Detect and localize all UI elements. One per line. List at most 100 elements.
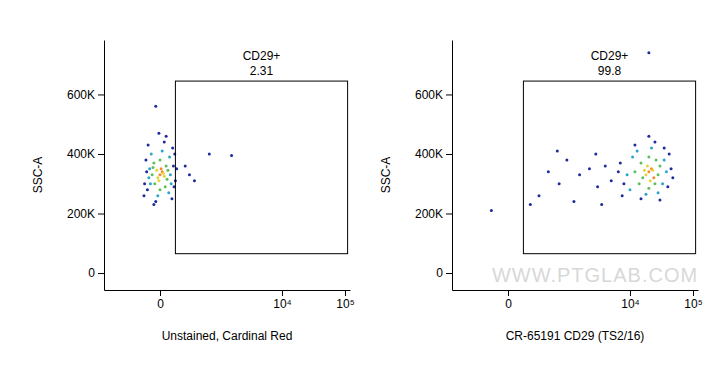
event-point [151,166,154,169]
gate-group [175,81,347,254]
x-tick-mark [345,290,346,296]
event-point [152,203,155,206]
event-point [144,158,147,161]
event-point [159,173,162,176]
event-point [565,158,568,161]
y-tick-label: 0 [88,266,95,280]
y-axis-line [104,41,105,291]
event-point [600,203,603,206]
event-point [628,188,631,191]
y-tick: 0 [436,266,452,280]
x-tick-mark [160,290,161,296]
event-point [547,170,550,173]
gate-name: CD29+ [243,49,281,63]
x-axis-title: CR-65191 CD29 (TS2/16) [506,329,645,343]
event-point [638,182,641,185]
event-point [658,164,661,167]
x-tick-label: 10⁵ [684,297,702,311]
panel: CD29+99.8WWW.PTGLAB.COM010⁴10⁵0200K400K6… [379,41,703,344]
y-tick-mark [446,273,452,274]
event-point [170,182,173,185]
panel: CD29+2.31010⁴10⁵0200K400K600KUnstained, … [31,41,355,344]
x-tick-label: 10⁵ [336,297,354,311]
event-point [164,185,167,188]
event-point [151,173,154,176]
event-point [665,170,668,173]
event-point [572,200,575,203]
event-point [166,169,169,172]
event-point [147,176,150,179]
x-tick-label: 10⁴ [621,297,640,311]
gate-percent: 99.8 [598,64,622,78]
event-point [143,182,146,185]
event-point [641,176,644,179]
event-point [193,179,196,182]
event-point [149,182,152,185]
x-tick: 10⁴ [273,290,292,311]
event-point [617,170,620,173]
event-point [167,191,170,194]
gate-name: CD29+ [591,49,629,63]
x-tick-mark [630,290,631,296]
gate-group [523,81,695,254]
event-point [169,173,172,176]
event-point [650,147,653,150]
event-point [145,170,148,173]
event-point [172,164,175,167]
event-point [663,147,666,150]
event-point [653,182,656,185]
event-point [159,188,162,191]
event-point [157,132,160,135]
y-tick-label: 600K [67,88,95,102]
event-point [160,167,163,170]
event-point [640,161,643,164]
y-tick-mark [446,94,452,95]
event-point [653,141,656,144]
event-point [661,182,664,185]
y-tick-mark [98,214,104,215]
x-tick: 0 [505,290,512,311]
points [142,105,233,206]
event-point [230,154,233,157]
event-point [658,199,661,202]
x-tick: 10⁵ [684,290,702,311]
event-point [644,173,647,176]
event-point [647,170,650,173]
x-axis: 0 10⁴ 10⁵ [105,290,355,311]
x-axis: 0 10⁴ 10⁵ [453,290,703,311]
event-point [537,194,540,197]
event-point [163,175,166,178]
y-axis-title: SSC-A [379,157,393,194]
event-point [671,176,674,179]
event-point [649,179,652,182]
event-point [588,167,591,170]
event-point [604,164,607,167]
y-tick-label: 400K [415,147,443,161]
y-tick-label: 400K [67,147,95,161]
y-tick-label: 200K [67,207,95,221]
event-point [670,167,673,170]
event-point [647,155,650,158]
event-point [148,167,151,170]
event-point [147,144,150,147]
y-tick: 400K [415,147,452,161]
event-point [556,150,559,153]
y-tick-mark [98,94,104,95]
event-point [155,169,158,172]
event-point [165,135,168,138]
event-point [150,152,153,155]
event-point [142,194,145,197]
event-point [619,161,622,164]
event-point [153,182,156,185]
y-tick: 600K [67,88,104,102]
event-point [161,150,164,153]
x-tick-label: 0 [157,297,164,311]
y-tick-mark [446,214,452,215]
y-tick: 200K [67,207,104,221]
event-point [643,169,646,172]
y-axis: 0 200K 400K 600K [67,41,105,291]
event-point [647,135,650,138]
x-tick-mark [693,290,694,296]
event-point [166,178,169,181]
watermark: WWW.PTGLAB.COM [492,264,698,286]
